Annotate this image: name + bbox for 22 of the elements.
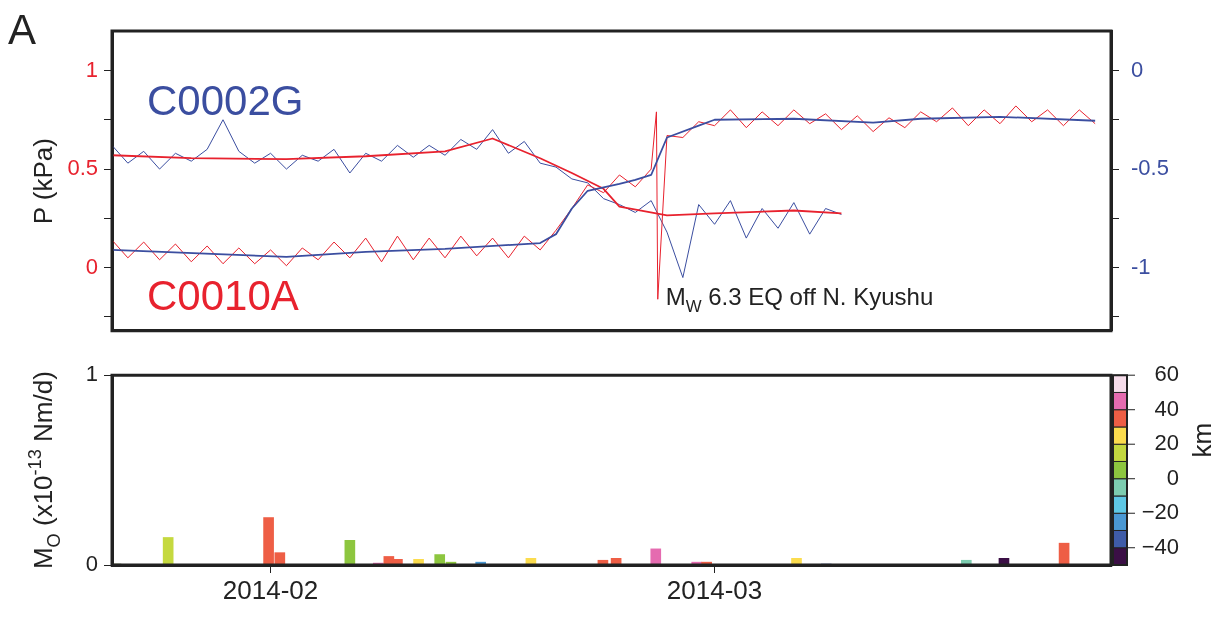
y2-tick-label: -0.5 — [1131, 155, 1169, 181]
color-bar-label: 60 — [1154, 361, 1179, 387]
y2-tick-label: 0 — [1131, 56, 1144, 82]
color-bar-label: −40 — [1141, 533, 1179, 559]
color-bar-label: 40 — [1154, 395, 1179, 421]
color-bar-label: 0 — [1166, 464, 1179, 490]
chart-title: A — [8, 6, 37, 53]
y-tick-label: 0.5 — [67, 155, 98, 181]
y2-tick-label: -1 — [1131, 253, 1151, 279]
y-tick-label: 1 — [85, 361, 98, 387]
y-axis-title: P (kPa) — [28, 138, 58, 225]
color-bar-title: km — [1187, 422, 1217, 458]
y-tick-label: 1 — [85, 56, 98, 82]
series-label: C0002G — [147, 77, 304, 125]
color-bar-label: −20 — [1141, 499, 1179, 525]
y-tick-label: 0 — [85, 551, 98, 577]
color-bar-label: 20 — [1154, 430, 1179, 456]
y-axis-title: MO (x10-13 Nm/d) — [25, 371, 64, 570]
series-label: C0010A — [147, 272, 299, 320]
y-tick-label: 0 — [85, 253, 98, 279]
x-tick-label: 2014-03 — [666, 574, 763, 605]
x-tick-label: 2014-02 — [222, 574, 319, 605]
